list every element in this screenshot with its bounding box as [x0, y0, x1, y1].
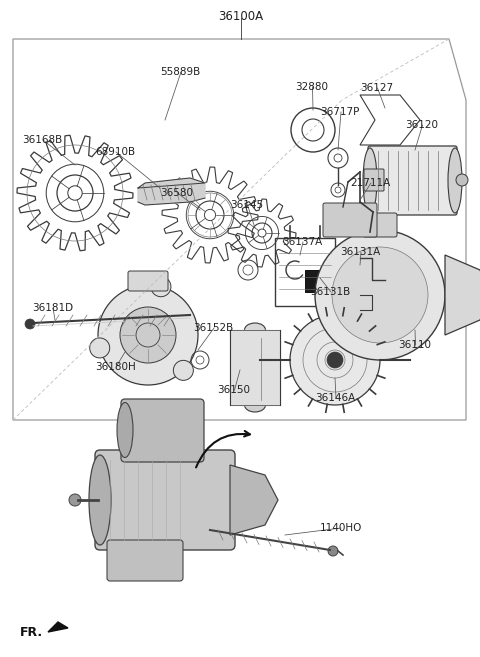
Text: 36131B: 36131B	[310, 287, 350, 297]
Text: 36180H: 36180H	[95, 362, 136, 372]
Circle shape	[327, 352, 343, 368]
Text: FR.: FR.	[20, 625, 43, 639]
Text: 36150: 36150	[217, 385, 250, 395]
Circle shape	[120, 307, 176, 363]
Text: 68910B: 68910B	[95, 147, 135, 157]
Text: 21711A: 21711A	[350, 178, 390, 188]
Polygon shape	[230, 465, 278, 535]
Polygon shape	[445, 255, 480, 335]
Text: 36181D: 36181D	[32, 303, 73, 313]
Polygon shape	[138, 178, 205, 205]
FancyBboxPatch shape	[368, 146, 457, 215]
Circle shape	[290, 315, 380, 405]
FancyBboxPatch shape	[364, 169, 384, 191]
Ellipse shape	[117, 403, 133, 457]
Text: 1140HO: 1140HO	[320, 523, 362, 533]
Polygon shape	[230, 330, 280, 405]
FancyBboxPatch shape	[107, 540, 183, 581]
Text: 32880: 32880	[295, 82, 328, 92]
Text: 36717P: 36717P	[320, 107, 360, 117]
FancyBboxPatch shape	[128, 271, 168, 291]
Circle shape	[90, 338, 110, 358]
Circle shape	[98, 285, 198, 385]
Text: 55889B: 55889B	[160, 67, 200, 77]
Ellipse shape	[328, 546, 338, 556]
Text: 36131A: 36131A	[340, 247, 380, 257]
Text: 36146A: 36146A	[315, 393, 355, 403]
Text: 36580: 36580	[160, 188, 193, 198]
Text: 36120: 36120	[405, 120, 438, 130]
Text: 36137A: 36137A	[282, 237, 322, 247]
FancyBboxPatch shape	[323, 203, 377, 237]
Ellipse shape	[448, 148, 462, 213]
Ellipse shape	[89, 455, 111, 545]
Text: 36127: 36127	[360, 83, 393, 93]
Bar	[305, 270, 337, 292]
Text: 36145: 36145	[230, 200, 263, 210]
Polygon shape	[48, 622, 68, 632]
Circle shape	[173, 360, 193, 380]
Circle shape	[332, 247, 428, 343]
Bar	[275, 238, 335, 306]
FancyBboxPatch shape	[121, 399, 204, 462]
FancyBboxPatch shape	[95, 450, 235, 550]
Circle shape	[151, 277, 171, 297]
Text: 36110: 36110	[398, 340, 431, 350]
Circle shape	[69, 494, 81, 506]
Text: 36168B: 36168B	[22, 135, 62, 145]
Text: 36152B: 36152B	[193, 323, 233, 333]
Ellipse shape	[244, 323, 265, 337]
Text: 36100A: 36100A	[218, 10, 264, 23]
Circle shape	[25, 319, 35, 329]
Ellipse shape	[363, 148, 377, 213]
FancyBboxPatch shape	[363, 213, 397, 237]
Ellipse shape	[244, 398, 265, 412]
Circle shape	[315, 230, 445, 360]
Circle shape	[456, 174, 468, 186]
